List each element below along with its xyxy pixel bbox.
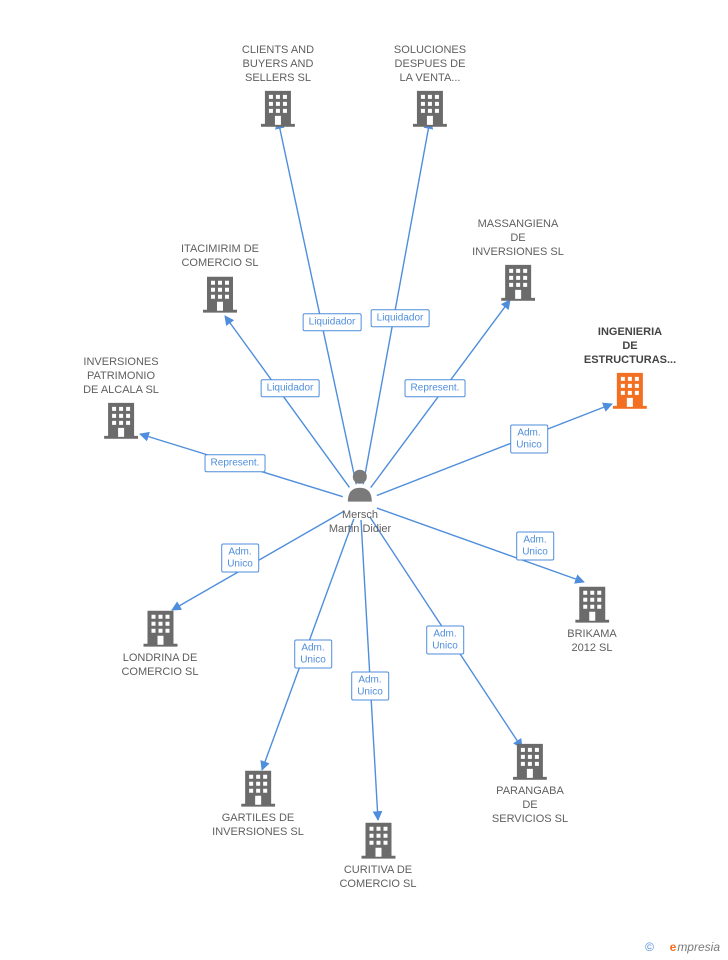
- edge-label-soluciones: Liquidador: [371, 309, 430, 327]
- edge-ingenieria: [377, 404, 612, 495]
- edge-label-ingenieria: Adm.Unico: [510, 425, 548, 454]
- company-node-itacimirim[interactable]: ITACIMIRIM DE COMERCIO SL: [181, 243, 259, 318]
- company-label: INGENIERIA DE ESTRUCTURAS...: [584, 326, 676, 367]
- edge-label-parangaba: Adm.Unico: [426, 626, 464, 655]
- company-node-curitiva[interactable]: CURITIVA DE COMERCIO SL: [339, 821, 416, 896]
- building-icon: [181, 274, 259, 317]
- company-node-brikama[interactable]: BRIKAMA 2012 SL: [567, 585, 617, 660]
- company-label: MASSANGIENA DE INVERSIONES SL: [472, 218, 564, 259]
- company-label: ITACIMIRIM DE COMERCIO SL: [181, 243, 259, 271]
- building-icon: [394, 89, 466, 132]
- edge-label-clients: Liquidador: [303, 313, 362, 331]
- company-label: LONDRINA DE COMERCIO SL: [121, 652, 198, 680]
- building-icon: [242, 89, 314, 132]
- company-node-parangaba[interactable]: PARANGABA DE SERVICIOS SL: [492, 742, 568, 830]
- edge-label-brikama: Adm.Unico: [516, 532, 554, 561]
- company-node-inversiones[interactable]: INVERSIONES PATRIMONIO DE ALCALA SL: [83, 356, 159, 444]
- building-icon: [83, 401, 159, 444]
- building-icon: [121, 609, 198, 652]
- edge-clients: [278, 120, 356, 484]
- building-icon: [212, 769, 304, 812]
- edge-label-londrina: Adm.Unico: [221, 544, 259, 573]
- brand-watermark: empresia: [670, 940, 720, 954]
- company-node-soluciones[interactable]: SOLUCIONES DESPUES DE LA VENTA...: [394, 44, 466, 132]
- company-node-ingenieria[interactable]: INGENIERIA DE ESTRUCTURAS...: [584, 326, 676, 414]
- building-icon: [472, 263, 564, 306]
- company-node-gartiles[interactable]: GARTILES DE INVERSIONES SL: [212, 769, 304, 844]
- company-node-clients[interactable]: CLIENTS AND BUYERS AND SELLERS SL: [242, 44, 314, 132]
- center-person-node[interactable]: Mersch Martin Didier: [329, 468, 391, 537]
- edge-label-massangiena: Represent.: [405, 379, 466, 397]
- company-node-londrina[interactable]: LONDRINA DE COMERCIO SL: [121, 609, 198, 684]
- company-label: BRIKAMA 2012 SL: [567, 628, 617, 656]
- company-node-massangiena[interactable]: MASSANGIENA DE INVERSIONES SL: [472, 218, 564, 306]
- center-label: Mersch Martin Didier: [329, 509, 391, 537]
- edge-curitiva: [361, 520, 378, 820]
- copyright-symbol: ©: [645, 940, 654, 954]
- building-icon: [584, 371, 676, 414]
- company-label: GARTILES DE INVERSIONES SL: [212, 812, 304, 840]
- company-label: INVERSIONES PATRIMONIO DE ALCALA SL: [83, 356, 159, 397]
- company-label: PARANGABA DE SERVICIOS SL: [492, 785, 568, 826]
- edge-label-curitiva: Adm.Unico: [351, 672, 389, 701]
- edge-label-itacimirim: Liquidador: [261, 379, 320, 397]
- company-label: CLIENTS AND BUYERS AND SELLERS SL: [242, 44, 314, 85]
- building-icon: [567, 585, 617, 628]
- edge-label-inversiones: Represent.: [205, 454, 266, 472]
- company-label: CURITIVA DE COMERCIO SL: [339, 864, 416, 892]
- building-icon: [339, 821, 416, 864]
- person-icon: [329, 468, 391, 507]
- edge-label-gartiles: Adm.Unico: [294, 640, 332, 669]
- company-label: SOLUCIONES DESPUES DE LA VENTA...: [394, 44, 466, 85]
- building-icon: [492, 742, 568, 785]
- edge-soluciones: [363, 120, 430, 484]
